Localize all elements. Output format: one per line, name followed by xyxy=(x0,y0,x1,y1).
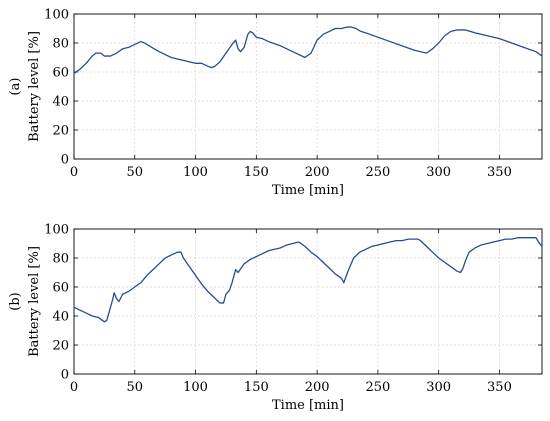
x-tick-label: 250 xyxy=(365,380,390,395)
x-tick-label: 150 xyxy=(244,380,269,395)
x-tick-label: 200 xyxy=(305,380,330,395)
y-tick-label: 40 xyxy=(52,95,69,110)
x-tick-label: 250 xyxy=(365,165,390,180)
y-axis-label: Battery level [%] xyxy=(27,31,42,142)
x-tick-label: 100 xyxy=(183,165,208,180)
x-tick-label: 50 xyxy=(127,380,144,395)
y-tick-label: 100 xyxy=(44,223,69,238)
plot-frame xyxy=(73,228,543,375)
x-tick-label: 200 xyxy=(305,165,330,180)
chart-panel-b: 0 50 100 150 200 250 300 350 0 20 40 60 80 100 Time [m… xyxy=(8,223,543,413)
y-tick-label: 60 xyxy=(52,66,69,81)
y-tick-label: 0 xyxy=(61,153,69,168)
x-tick-label: 100 xyxy=(183,380,208,395)
x-axis-label: Time [min] xyxy=(272,183,344,198)
x-tick-label: 0 xyxy=(70,165,78,180)
x-tick-label: 350 xyxy=(487,165,512,180)
battery-level-line xyxy=(73,26,543,75)
x-tick-label: 300 xyxy=(426,380,451,395)
panel-label: (a) xyxy=(8,78,23,96)
y-tick-label: 20 xyxy=(52,339,69,354)
x-axis-label: Time [min] xyxy=(272,398,344,413)
y-tick-label: 80 xyxy=(52,252,69,267)
y-tick-label: 60 xyxy=(52,281,69,296)
battery-level-line xyxy=(73,237,543,323)
x-tick-label: 350 xyxy=(487,380,512,395)
x-tick-label: 0 xyxy=(70,380,78,395)
y-tick-label: 100 xyxy=(44,8,69,23)
chart-panel-a: 0 50 100 150 200 250 300 350 0 20 40 60 80 100 Time [m… xyxy=(8,8,543,198)
y-tick-label: 20 xyxy=(52,124,69,139)
y-axis-label: Battery level [%] xyxy=(27,246,42,357)
plot-frame xyxy=(73,13,543,160)
x-tick-label: 50 xyxy=(127,165,144,180)
y-tick-label: 40 xyxy=(52,310,69,325)
panel-label: (b) xyxy=(8,292,23,310)
x-tick-label: 300 xyxy=(426,165,451,180)
x-tick-label: 150 xyxy=(244,165,269,180)
y-tick-label: 0 xyxy=(61,368,69,383)
y-tick-label: 80 xyxy=(52,37,69,52)
